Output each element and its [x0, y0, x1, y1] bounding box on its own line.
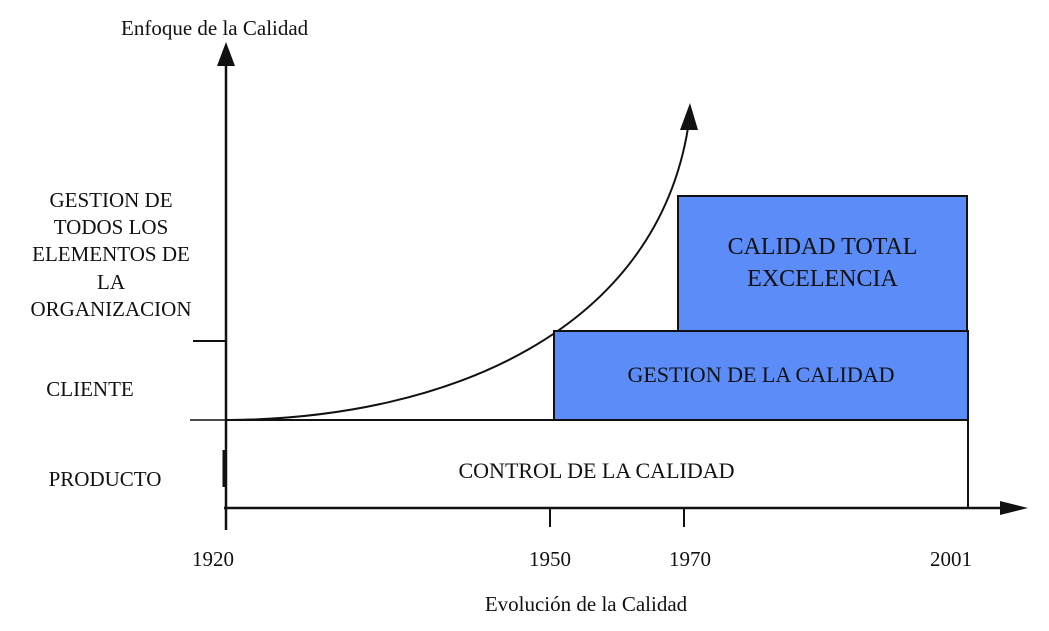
tick-label-1970: 1970	[669, 547, 711, 571]
stage-total: CALIDAD TOTAL EXCELENCIA	[677, 195, 968, 332]
tick-label-1950: 1950	[529, 547, 571, 571]
stage-control-label: CONTROL DE LA CALIDAD	[458, 457, 735, 483]
growth-curve-arrow-icon	[680, 103, 698, 130]
stage-gestion: GESTION DE LA CALIDAD	[553, 330, 969, 421]
level-producto: PRODUCTO	[48, 467, 162, 491]
growth-curve	[229, 127, 689, 421]
stage-total-label-1: CALIDAD TOTAL	[727, 234, 918, 261]
tick-label-1920: 1920	[192, 547, 234, 571]
y-axis-arrow-icon	[217, 42, 235, 66]
tick-label-2001: 2001	[930, 547, 972, 571]
stage-control: CONTROL DE LA CALIDAD	[226, 419, 969, 509]
level-gestion-3: ELEMENTOS DE	[32, 242, 190, 266]
level-gestion-2: TODOS LOS	[53, 215, 169, 239]
y-axis-title: Enfoque de la Calidad	[121, 16, 309, 40]
x-axis-title: Evolución de la Calidad	[484, 592, 688, 616]
level-gestion-1: GESTION DE	[49, 188, 173, 212]
stage-total-label-2: EXCELENCIA	[747, 265, 898, 292]
x-axis-arrow-icon	[1000, 501, 1028, 515]
level-gestion-5: ORGANIZACION	[30, 297, 192, 321]
stage-gestion-label: GESTION DE LA CALIDAD	[627, 362, 895, 388]
level-gestion-4: LA	[97, 270, 125, 294]
level-cliente: CLIENTE	[46, 377, 134, 401]
